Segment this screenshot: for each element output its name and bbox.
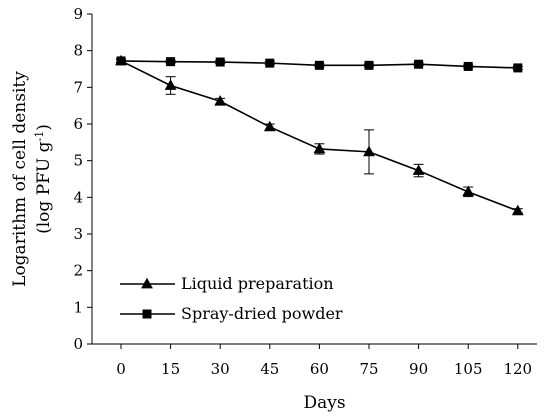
- y-tick-label: 6: [73, 115, 83, 133]
- x-tick-label: 30: [211, 360, 230, 378]
- y-ticks: 0 1 2 3 4 5 6 7 8 9: [73, 5, 92, 353]
- y-tick-label: 2: [73, 262, 83, 280]
- y-tick-label: 8: [73, 42, 83, 60]
- data-point-triangle: [412, 164, 425, 175]
- legend-label-liquid-preparation: Liquid preparation: [181, 274, 334, 293]
- data-point-triangle: [214, 95, 227, 106]
- x-tick-label: 90: [409, 360, 428, 378]
- data-point-triangle: [363, 145, 375, 157]
- data-point-square: [364, 60, 374, 70]
- y-tick-label: 1: [73, 298, 83, 316]
- y-tick-label: 9: [73, 5, 83, 23]
- data-point-triangle: [313, 142, 326, 154]
- axes: [91, 14, 537, 345]
- y-axis-unit-superscript: -1: [33, 131, 46, 142]
- data-point-square: [414, 59, 424, 69]
- x-tick-label: 0: [116, 360, 126, 378]
- x-tick-label: 105: [454, 360, 483, 378]
- legend-item-spray-dried-powder: Spray-dried powder: [120, 304, 343, 323]
- series-line: [120, 60, 519, 212]
- y-axis-title: Logarithm of cell density: [10, 71, 30, 287]
- legend: Liquid preparation Spray-dried powder: [120, 274, 343, 323]
- y-tick-label: 7: [73, 78, 83, 96]
- y-tick-label: 5: [73, 152, 83, 170]
- legend-label-spray-dried-powder: Spray-dried powder: [181, 304, 343, 323]
- data-point-square: [265, 58, 275, 68]
- y-tick-label: 0: [73, 335, 83, 353]
- data-point-square: [166, 57, 176, 67]
- data-point-triangle: [462, 185, 475, 197]
- series-spray-dried-powder: [116, 56, 523, 73]
- y-axis-unit: (log PFU g-1): [33, 124, 55, 234]
- y-tick-label: 4: [73, 188, 83, 206]
- x-tick-label: 60: [310, 360, 329, 378]
- data-point-square: [513, 63, 523, 73]
- series-liquid-preparation: [115, 54, 524, 216]
- x-axis-title: Days: [303, 393, 345, 413]
- data-point-square: [215, 57, 225, 67]
- x-ticks: 0 15 30 45 60 75 90 105 120: [116, 344, 532, 378]
- data-point-square: [314, 60, 324, 70]
- x-tick-label: 15: [161, 360, 180, 378]
- y-tick-label: 3: [73, 225, 83, 243]
- series-layer: [115, 54, 524, 216]
- data-point-square: [463, 61, 473, 71]
- data-point-square: [116, 56, 126, 66]
- x-tick-label: 45: [260, 360, 279, 378]
- data-point-triangle: [164, 79, 177, 90]
- legend-item-liquid-preparation: Liquid preparation: [120, 274, 334, 293]
- y-axis-unit-prefix: (log PFU g: [34, 141, 54, 234]
- y-axis-unit-suffix: ): [34, 124, 54, 131]
- data-point-triangle: [511, 204, 524, 216]
- data-point-triangle: [263, 120, 276, 132]
- x-tick-label: 120: [503, 360, 532, 378]
- x-tick-label: 75: [359, 360, 378, 378]
- legend-marker-square: [142, 309, 152, 319]
- legend-marker-triangle: [141, 277, 153, 289]
